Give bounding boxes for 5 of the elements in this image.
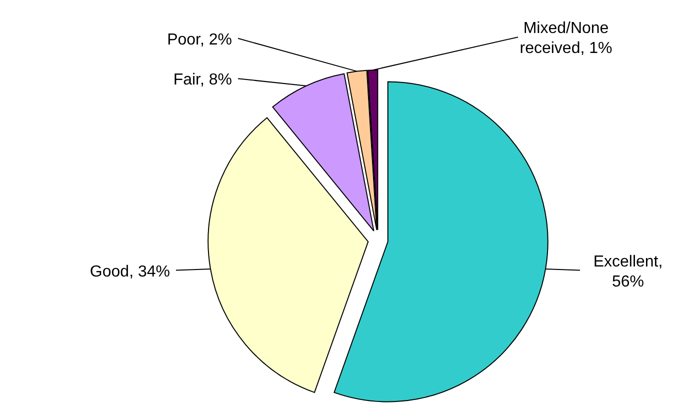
slice-label: Good, 34% (90, 263, 170, 280)
slice-label: Fair, 8% (173, 72, 232, 89)
slice-label: Mixed/None received, 1% (520, 20, 612, 58)
slice-label: Poor, 2% (167, 31, 232, 48)
slice-label: Excellent, 56% (593, 253, 663, 290)
